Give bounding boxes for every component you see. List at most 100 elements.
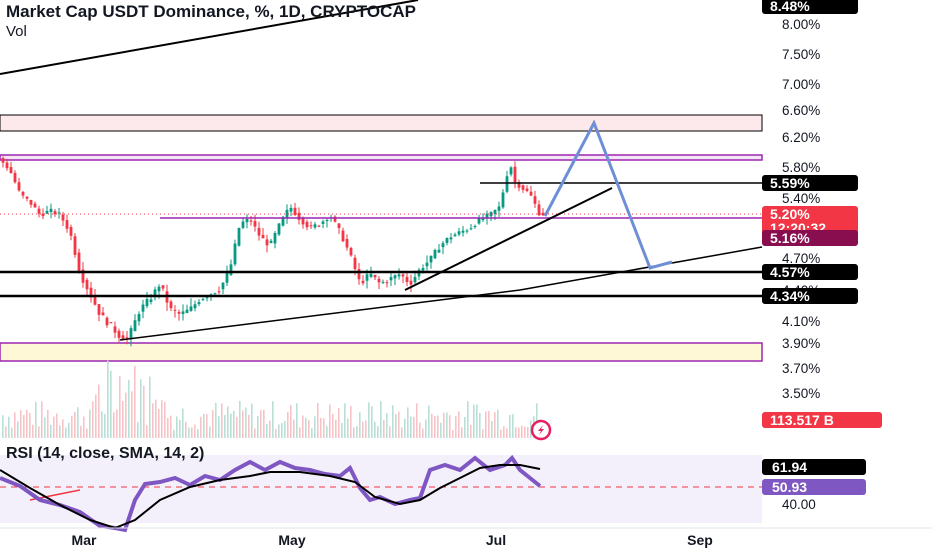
candle-body (473, 225, 477, 228)
volume-bar (188, 427, 190, 438)
rsi-badge-label: 61.94 (772, 459, 807, 475)
candle-body (233, 243, 237, 265)
candle-body (125, 337, 129, 339)
candle-body (381, 281, 385, 283)
candle-body (105, 317, 109, 326)
candle-body (281, 216, 285, 226)
volume-bar (194, 424, 196, 438)
volume-bar (128, 379, 130, 438)
volume-bar (419, 422, 421, 438)
volume-bar (137, 422, 139, 438)
price-tick-label: 3.70% (782, 361, 820, 376)
volume-bar (425, 419, 427, 438)
volume-bar (413, 416, 415, 438)
volume-bar (527, 426, 529, 438)
candle-body (373, 274, 377, 278)
volume-bar (311, 428, 313, 438)
volume-bar (416, 403, 418, 438)
volume-bar (134, 365, 136, 438)
volume-bar (518, 427, 520, 438)
volume-bar (458, 411, 460, 438)
candle-body (401, 274, 405, 277)
candle-body (277, 223, 281, 235)
volume-bar (479, 412, 481, 438)
volume-label: Vol (6, 23, 27, 40)
volume-bar (380, 401, 382, 438)
candle-body (201, 298, 205, 300)
volume-bar (302, 415, 304, 438)
candle-body (41, 213, 45, 217)
volume-bar (359, 412, 361, 438)
volume-bar (500, 429, 502, 438)
price-badge-bg (762, 0, 858, 14)
price-badges: 8.48%5.59%5.20%12:20:325.16%4.57%4.34%11… (762, 0, 882, 495)
volume-bar (374, 421, 376, 438)
candle-body (481, 218, 485, 221)
candle-body (449, 237, 453, 240)
volume-layer (2, 360, 541, 438)
volume-bar (515, 427, 517, 438)
price-badge-label: 5.59% (770, 175, 810, 191)
candle-body (461, 230, 465, 233)
volume-bar (146, 425, 148, 438)
candle-body (321, 221, 325, 224)
volume-bar (383, 419, 385, 438)
volume-bar (344, 403, 346, 438)
candle-body (457, 231, 461, 235)
volume-bar (131, 391, 133, 438)
candle-body (513, 166, 517, 183)
trendline-support-ext (519, 246, 763, 291)
volume-bar (50, 424, 52, 438)
price-tick-label: 6.20% (782, 130, 820, 145)
chart-title: Market Cap USDT Dominance, %, 1D, CRYPTO… (6, 2, 416, 21)
candle-body (313, 224, 317, 228)
volume-bar (452, 429, 454, 438)
candle-body (49, 208, 53, 212)
volume-bar (257, 415, 259, 438)
volume-bar (248, 414, 250, 438)
time-axis[interactable]: Mar May Jul Sep (0, 527, 932, 548)
volume-bar (215, 402, 217, 438)
volume-bar (389, 426, 391, 438)
volume-bar (242, 410, 244, 438)
rsi-badge-label: 50.93 (772, 479, 807, 495)
volume-bar (122, 400, 124, 438)
candle-body (37, 208, 41, 214)
volume-bar (233, 410, 235, 438)
candle-body (317, 225, 321, 227)
candle-body (65, 220, 69, 229)
candle-body (61, 214, 65, 221)
volume-bar (329, 404, 331, 438)
candle-body (81, 269, 85, 283)
flash-icon[interactable] (530, 419, 552, 441)
candle-body (357, 269, 361, 280)
candle-body (485, 213, 489, 218)
candle-body (149, 299, 153, 302)
candle-body (185, 309, 189, 313)
candle-body (89, 287, 93, 298)
volume-bar (356, 425, 358, 438)
candle-body (353, 257, 357, 270)
candle-body (33, 203, 37, 208)
candle-body (109, 322, 113, 324)
candle-body (377, 278, 381, 283)
candle-body (265, 239, 269, 246)
volume-bar (266, 423, 268, 438)
candle-body (305, 221, 309, 228)
volume-bar (371, 406, 373, 438)
volume-bar (296, 403, 298, 438)
candle-body (517, 182, 521, 188)
volume-bar (95, 394, 97, 438)
candle-body (205, 297, 209, 299)
volume-bar (308, 420, 310, 438)
price-tick-label: 7.50% (782, 47, 820, 62)
price-tick-label: 7.00% (782, 77, 820, 92)
volume-bar (185, 421, 187, 438)
purple-zone-upper (0, 154, 763, 161)
volume-bar (509, 415, 511, 438)
volume-bar (62, 419, 64, 438)
volume-bar (368, 402, 370, 438)
volume-bar (314, 416, 316, 438)
volume-bar (44, 417, 46, 438)
